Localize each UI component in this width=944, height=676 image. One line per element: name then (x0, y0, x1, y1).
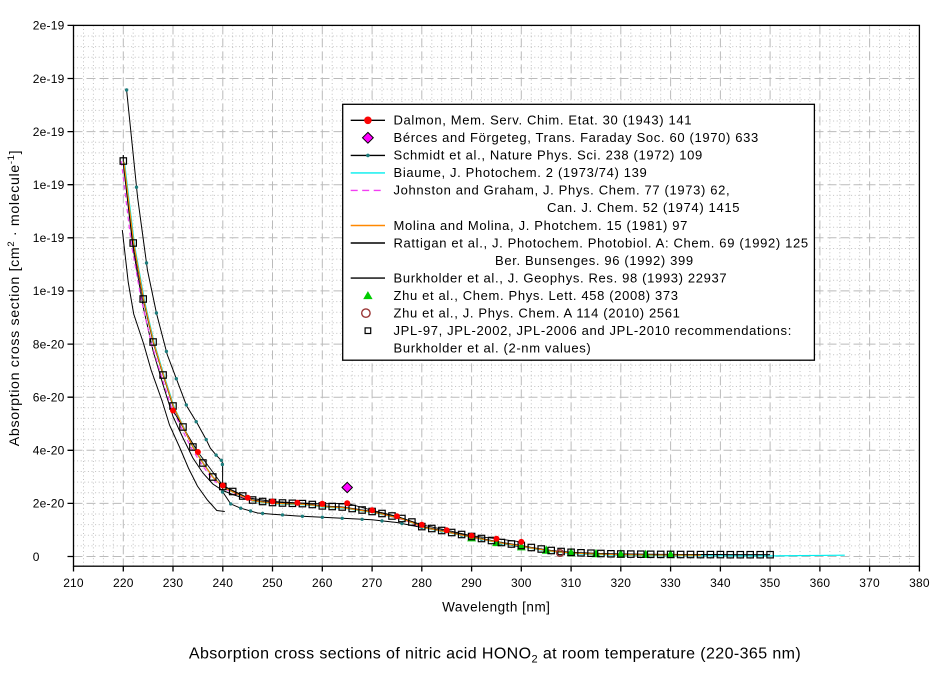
svg-text:210: 210 (63, 576, 84, 590)
svg-text:6e-20: 6e-20 (33, 391, 65, 405)
svg-text:Absorption cross sections of n: Absorption cross sections of nitric acid… (189, 646, 801, 666)
svg-text:8e-20: 8e-20 (33, 337, 65, 351)
svg-text:1e-19: 1e-19 (33, 178, 65, 192)
svg-text:1e-19: 1e-19 (33, 231, 65, 245)
svg-text:Schmidt et al., Nature Phys. S: Schmidt et al., Nature Phys. Sci. 238 (1… (394, 148, 703, 163)
svg-text:270: 270 (362, 576, 383, 590)
svg-text:Zhu et al., J. Phys. Chem. A 1: Zhu et al., J. Phys. Chem. A 114 (2010) … (394, 305, 681, 320)
svg-text:2e-19: 2e-19 (33, 125, 65, 139)
svg-text:Bérces and Förgeteg, Trans. Fa: Bérces and Förgeteg, Trans. Faraday Soc.… (394, 130, 759, 145)
svg-text:Rattigan et al., J. Photochem.: Rattigan et al., J. Photochem. Photobiol… (394, 235, 809, 250)
svg-text:250: 250 (262, 576, 283, 590)
svg-text:350: 350 (760, 576, 781, 590)
svg-text:Burkholder et al. (2-nm values: Burkholder et al. (2-nm values) (394, 341, 592, 356)
svg-text:JPL-97, JPL-2002, JPL-2006 and: JPL-97, JPL-2002, JPL-2006 and JPL-2010 … (394, 323, 792, 338)
svg-text:Molina and Molina, J. Photchem: Molina and Molina, J. Photchem. 15 (1981… (394, 218, 689, 233)
svg-text:Johnston and Graham, J. Phys.: Johnston and Graham, J. Phys. Chem. 77 (… (394, 183, 731, 198)
svg-text:240: 240 (212, 576, 233, 590)
svg-text:260: 260 (312, 576, 333, 590)
svg-text:360: 360 (810, 576, 831, 590)
svg-text:Ber. Bunsenges. 96 (1992) 399: Ber. Bunsenges. 96 (1992) 399 (495, 253, 694, 268)
svg-text:Absorption cross section [cm2: Absorption cross section [cm2 · molecule… (6, 150, 23, 446)
svg-text:320: 320 (610, 576, 631, 590)
svg-text:Can. J. Chem. 52 (1974) 1415: Can. J. Chem. 52 (1974) 1415 (547, 200, 740, 215)
svg-text:230: 230 (163, 576, 184, 590)
svg-text:2e-19: 2e-19 (33, 19, 65, 33)
svg-text:290: 290 (461, 576, 482, 590)
svg-text:Wavelength [nm]: Wavelength [nm] (442, 600, 550, 615)
svg-text:280: 280 (411, 576, 432, 590)
svg-text:380: 380 (909, 576, 930, 590)
svg-text:1e-19: 1e-19 (33, 284, 65, 298)
svg-text:Burkholder et al., J. Geophys.: Burkholder et al., J. Geophys. Res. 98 (… (394, 270, 728, 285)
svg-text:4e-20: 4e-20 (33, 444, 65, 458)
svg-text:370: 370 (859, 576, 880, 590)
svg-text:300: 300 (511, 576, 532, 590)
svg-text:2e-19: 2e-19 (33, 72, 65, 86)
svg-text:2e-20: 2e-20 (33, 497, 65, 511)
svg-text:Biaume, J. Photochem. 2 (1973/: Biaume, J. Photochem. 2 (1973/74) 139 (394, 165, 648, 180)
svg-text:330: 330 (660, 576, 681, 590)
svg-text:Zhu et al., Chem. Phys. Lett.: Zhu et al., Chem. Phys. Lett. 458 (2008)… (394, 288, 679, 303)
svg-text:310: 310 (561, 576, 582, 590)
svg-text:340: 340 (710, 576, 731, 590)
svg-text:220: 220 (113, 576, 134, 590)
svg-text:0: 0 (33, 550, 40, 564)
svg-text:Dalmon, Mem. Serv. Chim. Etat.: Dalmon, Mem. Serv. Chim. Etat. 30 (1943)… (394, 113, 693, 128)
